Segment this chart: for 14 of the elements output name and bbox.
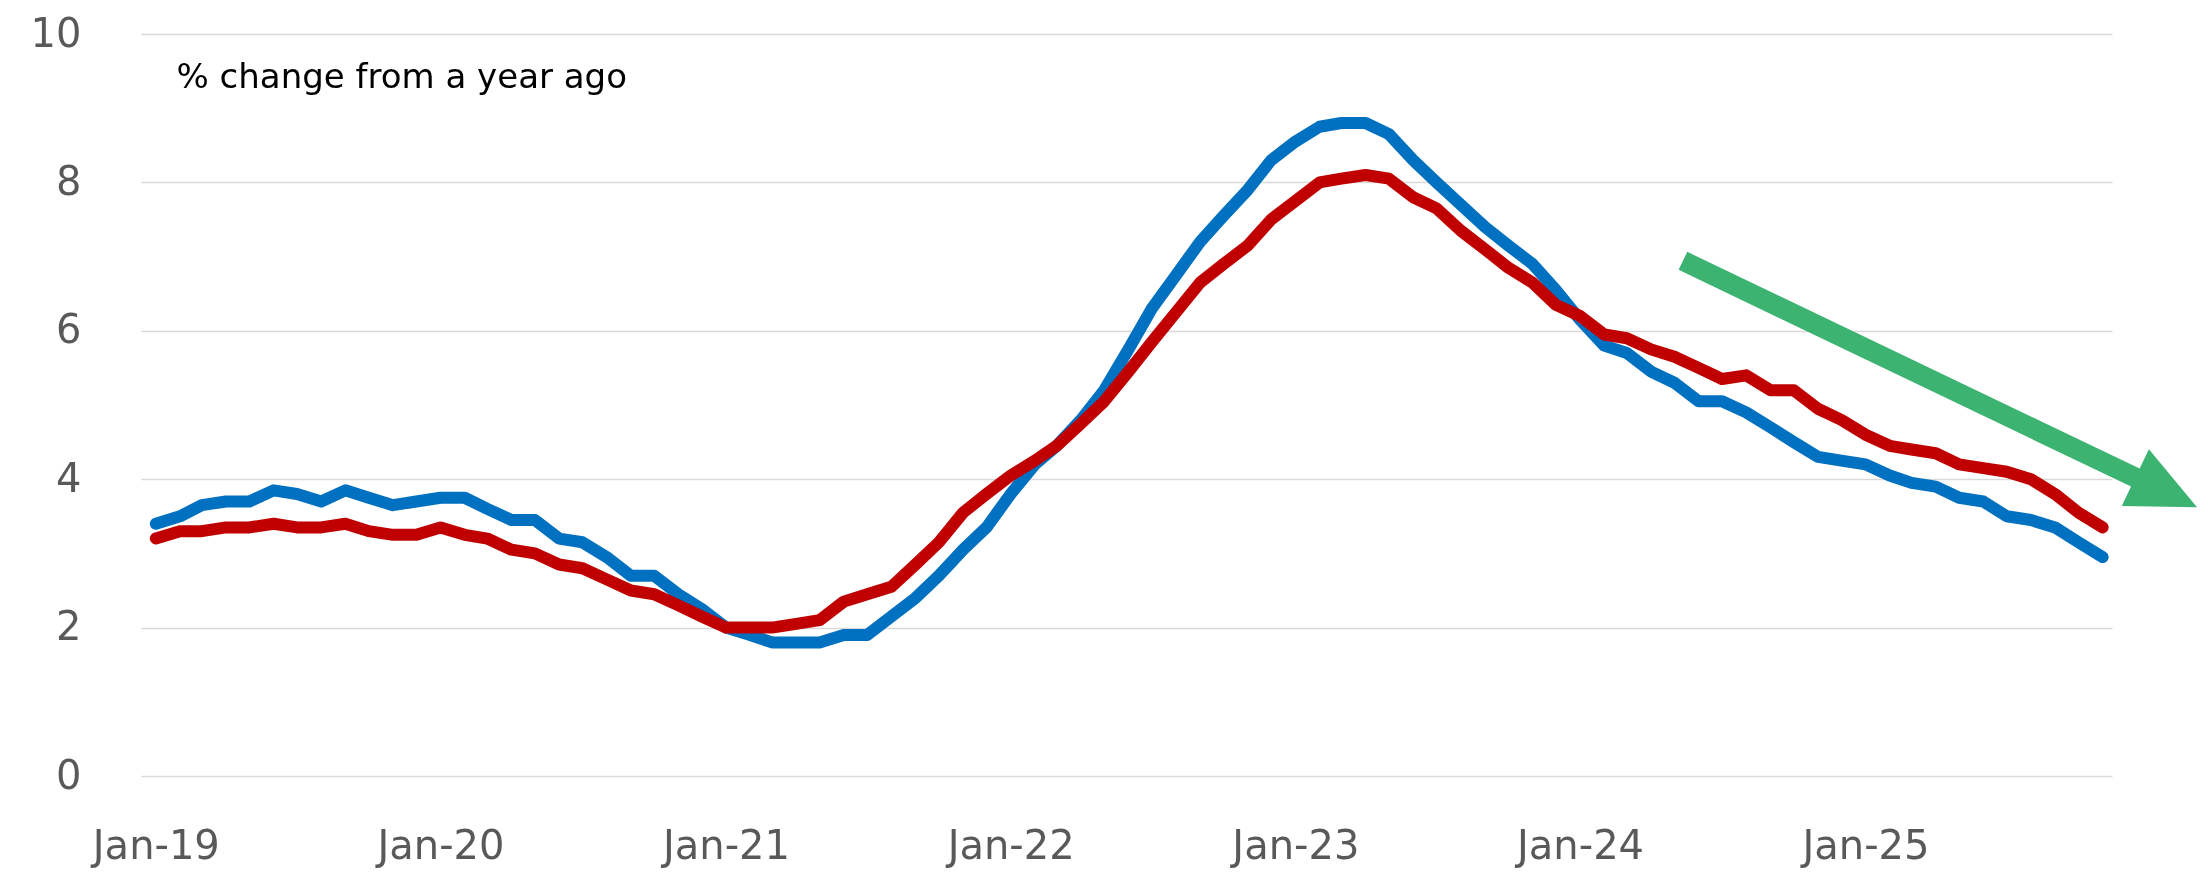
y-tick-label: 8: [56, 157, 82, 204]
x-tick-label: Jan-24: [1514, 821, 1645, 868]
y-tick-label: 2: [56, 603, 82, 650]
x-tick-label: Jan-19: [89, 821, 220, 868]
x-tick-label: Jan-22: [944, 821, 1075, 868]
x-tick-label: Jan-23: [1229, 821, 1360, 868]
y-tick-label: 0: [56, 751, 82, 798]
y-axis-title: % change from a year ago: [176, 55, 627, 96]
y-tick-label: 6: [56, 306, 82, 353]
x-tick-label: Jan-20: [374, 821, 505, 868]
x-tick-label: Jan-21: [659, 821, 790, 868]
y-tick-label: 4: [56, 454, 82, 501]
y-tick-label: 10: [30, 9, 82, 56]
x-tick-label: Jan-25: [1799, 821, 1930, 868]
